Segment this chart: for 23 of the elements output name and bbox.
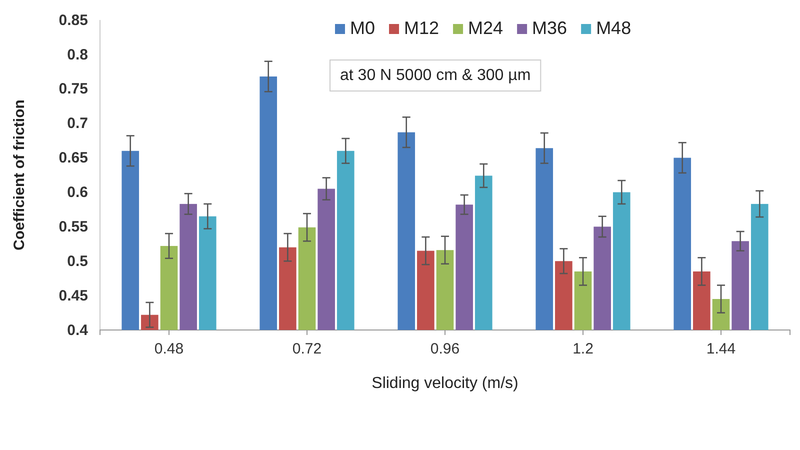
y-tick-label: 0.75 bbox=[58, 80, 88, 98]
x-tick-label: 1.44 bbox=[706, 340, 736, 358]
x-tick-label: 0.72 bbox=[292, 340, 322, 358]
legend-label: M24 bbox=[468, 18, 504, 38]
y-tick-label: 0.5 bbox=[67, 252, 88, 270]
y-tick-label: 0.8 bbox=[67, 46, 88, 64]
y-tick-label: 0.65 bbox=[58, 150, 88, 167]
x-tick-label: 0.48 bbox=[154, 340, 184, 358]
y-tick-label: 0.7 bbox=[67, 115, 88, 132]
x-axis-title: Sliding velocity (m/s) bbox=[372, 375, 518, 392]
y-tick-label: 0.55 bbox=[58, 218, 88, 236]
x-tick-label: 1.2 bbox=[572, 340, 594, 358]
legend-label: M0 bbox=[350, 18, 376, 38]
annotation: at 30 N 5000 cm & 300 µm bbox=[340, 67, 531, 84]
legend-label: M36 bbox=[532, 18, 568, 38]
y-tick-label: 0.45 bbox=[58, 287, 88, 304]
y-axis-title: Coefficient of friction bbox=[11, 100, 28, 250]
legend-label: M12 bbox=[404, 18, 440, 38]
y-tick-label: 0.4 bbox=[67, 322, 89, 339]
y-tick-label: 0.6 bbox=[67, 184, 88, 202]
y-tick-label: 0.85 bbox=[58, 12, 88, 29]
legend-label: M48 bbox=[596, 18, 632, 38]
x-tick-label: 0.96 bbox=[430, 340, 460, 358]
